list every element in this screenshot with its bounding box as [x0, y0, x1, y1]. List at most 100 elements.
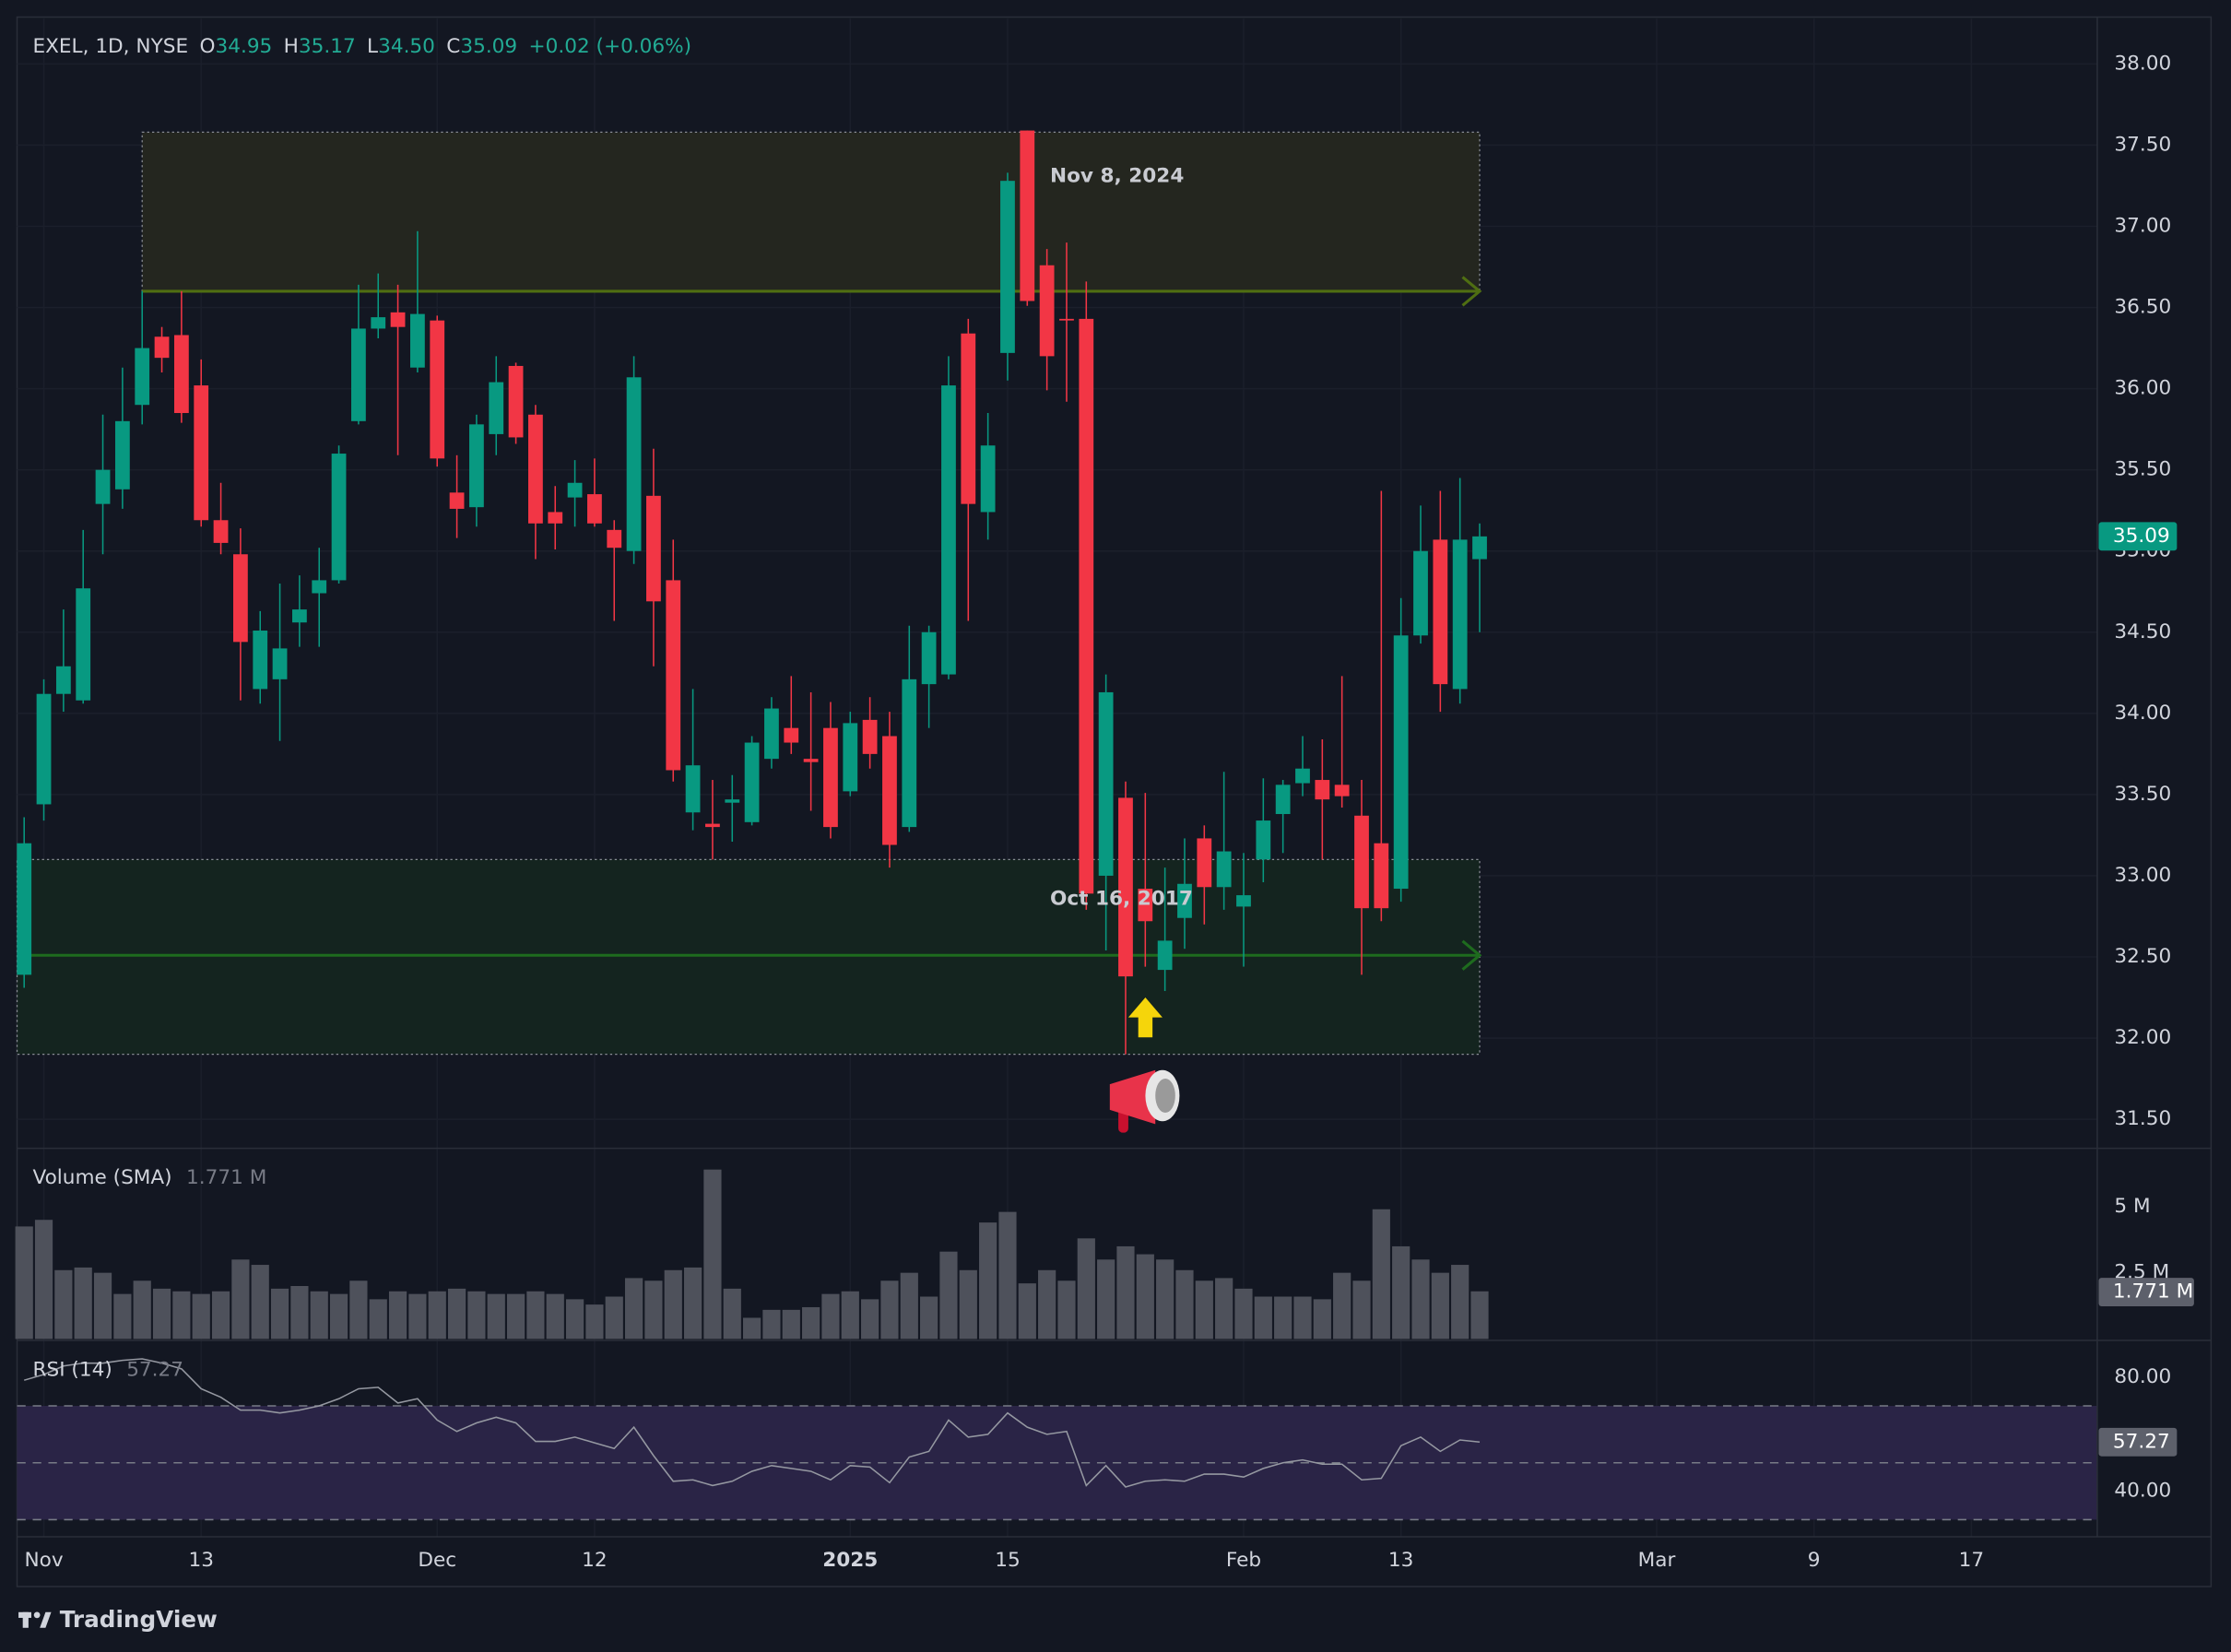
x-tick-label: 9 [1808, 1549, 1821, 1572]
candle-body [253, 631, 268, 690]
zone-annotation: Oct 16, 2017 [1050, 887, 1193, 910]
volume-bar [644, 1280, 663, 1339]
volume-bar [939, 1251, 958, 1339]
volume-bar [1392, 1245, 1411, 1339]
volume-bar [1195, 1280, 1213, 1339]
candle-body [194, 385, 209, 521]
candle-body [862, 719, 878, 754]
x-tick-label: 17 [1959, 1549, 1984, 1572]
candle-body [1020, 130, 1035, 301]
candle-body [1354, 815, 1369, 909]
candle-body [430, 320, 445, 459]
volume-bar [133, 1280, 151, 1339]
volume-bar [408, 1293, 427, 1339]
volume-bar [506, 1293, 525, 1339]
symbol-title: EXEL, 1D, NYSE [32, 35, 188, 58]
candle-body [784, 727, 799, 743]
zone [141, 131, 1481, 292]
brand-logo [18, 1611, 52, 1628]
y-tick-label: 37.00 [2114, 214, 2171, 237]
y-tick-label: 34.50 [2114, 620, 2171, 643]
ohlc-value: 35.17 [299, 35, 356, 58]
volume-bar [1470, 1291, 1489, 1339]
volume-bar [1136, 1254, 1154, 1339]
candle-body [1315, 780, 1330, 800]
candle-body [17, 843, 32, 975]
candle-body [213, 520, 229, 543]
y-tick-label: 34.00 [2114, 702, 2171, 725]
volume-bar [74, 1267, 92, 1339]
ohlc-value: 35.09 [460, 35, 517, 58]
candle-body [489, 382, 504, 434]
candle-body [725, 799, 740, 803]
last-price-box [2098, 522, 2178, 551]
candle-body [705, 823, 720, 828]
y-tick-label: 33.00 [2114, 864, 2171, 887]
candle-body [173, 335, 189, 414]
volume-bar [1431, 1272, 1449, 1339]
rsi-title: RSI (14) [32, 1358, 112, 1381]
volume-bar [1018, 1283, 1036, 1339]
volume-bar [1274, 1296, 1293, 1339]
candle-body [528, 414, 543, 524]
candle-body [449, 492, 465, 509]
y-tick-label: 33.50 [2114, 783, 2171, 806]
rsi-last-box [2098, 1427, 2178, 1457]
x-tick-label: 13 [188, 1549, 213, 1572]
signal-arrow [1127, 997, 1163, 1038]
x-tick-label: Nov [24, 1549, 63, 1572]
volume-bar [270, 1288, 289, 1339]
candle-body [607, 529, 622, 549]
rsi-last-label: 57.27 [2113, 1430, 2170, 1453]
candle-body [1295, 768, 1310, 784]
x-tick-label: Mar [1638, 1549, 1676, 1572]
volume-bar [546, 1293, 564, 1339]
volume-bar [900, 1272, 918, 1339]
rsi-tick-label: 80.00 [2114, 1365, 2171, 1388]
volume-bar [54, 1269, 73, 1339]
candle-body [1079, 318, 1094, 894]
candle-body [744, 742, 760, 822]
volume-bar [683, 1267, 702, 1339]
volume-bar [1372, 1209, 1390, 1339]
candle-body [587, 494, 602, 524]
volume-bar [920, 1296, 938, 1339]
candle-body [1236, 895, 1251, 907]
volume-tick-label: 5 M [2114, 1195, 2150, 1218]
volume-bar [388, 1291, 407, 1339]
volume-bar [487, 1293, 505, 1339]
candle-body [980, 445, 996, 513]
zone [16, 858, 1481, 1056]
candle-body [1177, 883, 1192, 918]
zone-annotation: Nov 8, 2024 [1050, 164, 1184, 187]
candle-body [823, 727, 838, 828]
zone-arrow [1461, 939, 1482, 971]
y-tick-label: 38.00 [2114, 52, 2171, 75]
candle-body [1138, 889, 1153, 922]
candle-body [469, 424, 484, 508]
y-tick-label: 32.50 [2114, 945, 2171, 968]
candle-body [1059, 318, 1074, 321]
candle-body [312, 580, 327, 594]
y-tick-label: 35.50 [2114, 458, 2171, 481]
volume-bar [782, 1309, 800, 1339]
candle-body [1000, 181, 1015, 353]
candle-body [1118, 797, 1133, 977]
candle-body [961, 333, 976, 504]
candle-body [291, 609, 307, 623]
candle-body [76, 588, 91, 701]
candle-body [646, 495, 661, 602]
volume-bar [113, 1293, 132, 1339]
volume-bar [310, 1291, 328, 1339]
volume-sma-box [2098, 1278, 2194, 1307]
volume-bar [1175, 1269, 1194, 1339]
volume-bar [998, 1211, 1017, 1339]
volume-bar [585, 1304, 604, 1339]
volume-bar [723, 1288, 741, 1339]
volume-bar [1352, 1280, 1371, 1339]
volume-bar [1077, 1238, 1095, 1339]
volume-bar [1333, 1272, 1352, 1339]
candle-body [272, 648, 288, 679]
volume-bar [172, 1291, 191, 1339]
volume-bar [979, 1222, 997, 1339]
